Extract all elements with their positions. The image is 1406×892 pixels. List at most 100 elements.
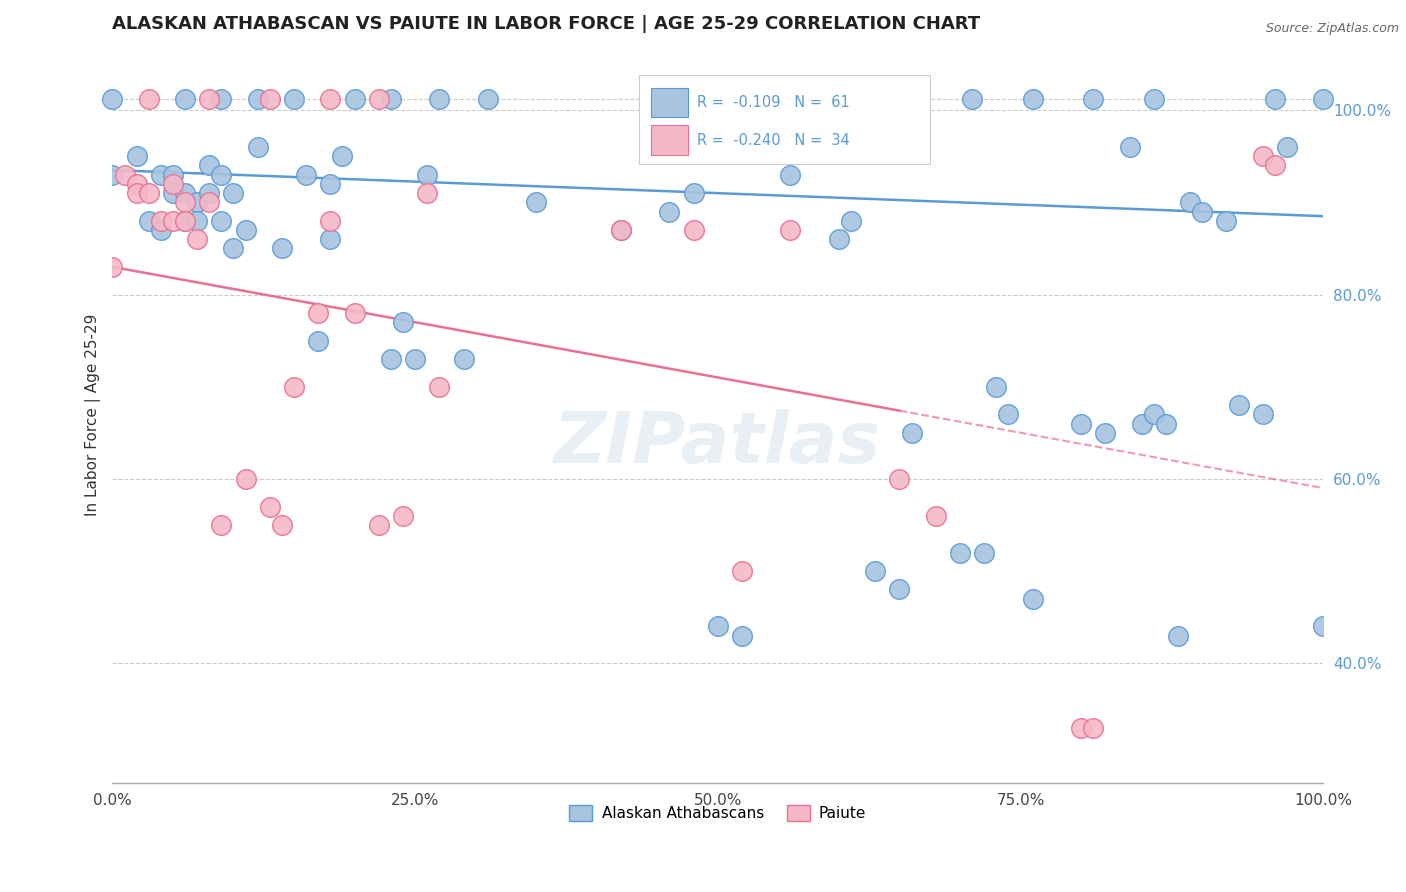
Point bbox=[1167, 629, 1189, 643]
Point bbox=[997, 408, 1019, 422]
Point bbox=[198, 186, 221, 201]
Point bbox=[149, 223, 172, 237]
Point bbox=[209, 518, 232, 533]
Point bbox=[1275, 140, 1298, 154]
Point bbox=[174, 214, 197, 228]
Point bbox=[271, 518, 294, 533]
Point bbox=[779, 223, 801, 237]
Point bbox=[477, 92, 499, 106]
Point bbox=[1191, 204, 1213, 219]
Point bbox=[198, 92, 221, 106]
Point bbox=[1264, 159, 1286, 173]
Point bbox=[524, 195, 547, 210]
Point bbox=[900, 425, 922, 440]
Point bbox=[380, 352, 402, 367]
Point bbox=[1251, 408, 1274, 422]
Point bbox=[392, 508, 415, 523]
Point bbox=[416, 186, 439, 201]
Point bbox=[792, 92, 814, 106]
Point bbox=[246, 140, 269, 154]
FancyBboxPatch shape bbox=[640, 75, 929, 163]
Point bbox=[1118, 140, 1140, 154]
Point bbox=[610, 223, 633, 237]
FancyBboxPatch shape bbox=[651, 87, 688, 117]
Point bbox=[828, 232, 851, 246]
Point bbox=[380, 92, 402, 106]
Point bbox=[367, 92, 389, 106]
Point bbox=[283, 92, 305, 106]
Point bbox=[1154, 417, 1177, 431]
Point bbox=[658, 204, 681, 219]
Point bbox=[235, 223, 257, 237]
Point bbox=[731, 564, 754, 578]
Point bbox=[149, 214, 172, 228]
Point bbox=[149, 168, 172, 182]
Point bbox=[610, 223, 633, 237]
Point bbox=[271, 242, 294, 256]
Point bbox=[222, 186, 245, 201]
Point bbox=[1312, 92, 1334, 106]
Point bbox=[295, 168, 318, 182]
Point bbox=[138, 214, 160, 228]
Text: Source: ZipAtlas.com: Source: ZipAtlas.com bbox=[1265, 22, 1399, 36]
Point bbox=[1083, 721, 1105, 735]
Point bbox=[162, 177, 184, 191]
Point bbox=[1227, 398, 1250, 412]
Point bbox=[986, 380, 1008, 394]
Point bbox=[343, 306, 366, 320]
Point bbox=[125, 177, 148, 191]
Point bbox=[1094, 425, 1116, 440]
Point bbox=[367, 518, 389, 533]
Point bbox=[1070, 417, 1092, 431]
Point bbox=[1312, 619, 1334, 633]
Point bbox=[1021, 92, 1043, 106]
Point bbox=[101, 260, 124, 274]
Point bbox=[125, 186, 148, 201]
Point bbox=[332, 149, 354, 163]
Point bbox=[427, 380, 450, 394]
Point bbox=[186, 214, 208, 228]
Point bbox=[779, 168, 801, 182]
Point bbox=[209, 92, 232, 106]
Point bbox=[186, 195, 208, 210]
Point bbox=[1143, 408, 1166, 422]
Point bbox=[1178, 195, 1201, 210]
Point bbox=[125, 149, 148, 163]
Point bbox=[889, 472, 911, 486]
Point bbox=[138, 92, 160, 106]
Point bbox=[246, 92, 269, 106]
Point bbox=[682, 223, 704, 237]
Text: R =  -0.240   N =  34: R = -0.240 N = 34 bbox=[697, 133, 851, 147]
Point bbox=[1070, 721, 1092, 735]
Point bbox=[307, 306, 329, 320]
Point bbox=[174, 195, 197, 210]
Point bbox=[925, 508, 948, 523]
Point bbox=[283, 380, 305, 394]
Point bbox=[198, 159, 221, 173]
Point bbox=[1130, 417, 1153, 431]
Point bbox=[259, 500, 281, 514]
Point bbox=[319, 92, 342, 106]
FancyBboxPatch shape bbox=[651, 125, 688, 155]
Point bbox=[198, 195, 221, 210]
Point bbox=[731, 629, 754, 643]
Point bbox=[319, 177, 342, 191]
Point bbox=[259, 92, 281, 106]
Point bbox=[222, 242, 245, 256]
Point bbox=[404, 352, 426, 367]
Point bbox=[138, 186, 160, 201]
Point bbox=[162, 186, 184, 201]
Point bbox=[900, 92, 922, 106]
Point bbox=[209, 168, 232, 182]
Point bbox=[1215, 214, 1237, 228]
Point bbox=[186, 232, 208, 246]
Point bbox=[453, 352, 475, 367]
Point bbox=[1143, 92, 1166, 106]
Point bbox=[865, 564, 887, 578]
Point bbox=[162, 168, 184, 182]
Point bbox=[1083, 92, 1105, 106]
Point bbox=[707, 619, 730, 633]
Point bbox=[949, 546, 972, 560]
Text: ZIPatlas: ZIPatlas bbox=[554, 409, 882, 478]
Point bbox=[392, 315, 415, 329]
